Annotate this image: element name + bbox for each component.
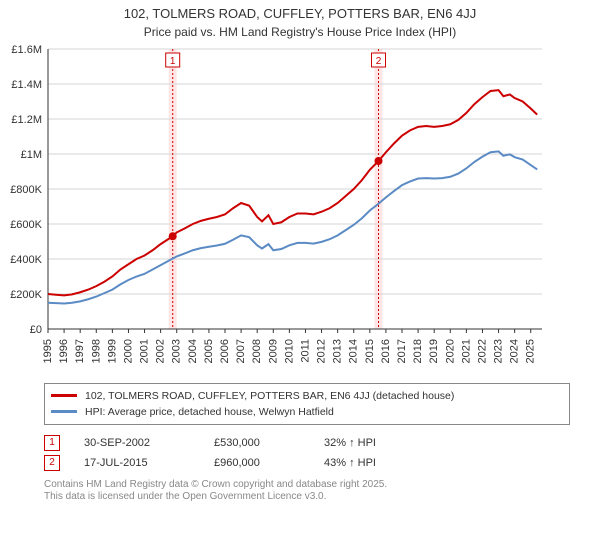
annotation-table: 1 30-SEP-2002£530,00032% ↑ HPI 2 17-JUL-201… <box>44 433 570 473</box>
x-tick-label: 2013 <box>332 339 344 363</box>
x-tick-label: 2011 <box>299 339 311 363</box>
annotation-marker: 2 <box>44 455 60 471</box>
annotation-point <box>375 157 383 165</box>
x-tick-label: 2010 <box>283 339 295 363</box>
x-tick-label: 2024 <box>509 339 521 363</box>
annotation-date: 30-SEP-2002 <box>84 437 214 449</box>
x-tick-label: 2025 <box>525 339 537 363</box>
legend: 102, TOLMERS ROAD, CUFFLEY, POTTERS BAR,… <box>44 383 570 425</box>
y-tick-label: £200K <box>10 289 42 301</box>
legend-label: 102, TOLMERS ROAD, CUFFLEY, POTTERS BAR,… <box>85 390 454 402</box>
x-tick-label: 2000 <box>122 339 134 363</box>
x-tick-label: 1996 <box>58 339 70 363</box>
x-tick-label: 2008 <box>251 339 263 363</box>
annotation-row: 1 30-SEP-2002£530,00032% ↑ HPI <box>44 433 570 453</box>
annotation-marker-label: 2 <box>376 56 382 67</box>
series-price_paid <box>48 90 537 295</box>
x-tick-label: 1999 <box>106 339 118 363</box>
attribution-footer: Contains HM Land Registry data © Crown c… <box>44 479 570 504</box>
x-tick-label: 2002 <box>155 339 167 363</box>
x-tick-label: 1998 <box>90 339 102 363</box>
x-tick-label: 2022 <box>476 339 488 363</box>
annotation-marker: 1 <box>44 435 60 451</box>
y-tick-label: £0 <box>30 324 42 336</box>
y-tick-label: £1M <box>21 149 42 161</box>
y-tick-label: £600K <box>10 219 42 231</box>
x-tick-label: 2003 <box>171 339 183 363</box>
legend-item: HPI: Average price, detached house, Welw… <box>51 404 563 420</box>
x-tick-label: 1997 <box>74 339 86 363</box>
x-tick-label: 2023 <box>493 339 505 363</box>
x-tick-label: 2019 <box>428 339 440 363</box>
x-tick-label: 2014 <box>348 339 360 363</box>
x-tick-label: 2009 <box>267 339 279 363</box>
footer-line: Contains HM Land Registry data © Crown c… <box>44 479 570 492</box>
annotation-hpi-delta: 43% ↑ HPI <box>324 457 376 469</box>
x-tick-label: 2020 <box>444 339 456 363</box>
y-tick-label: £1.6M <box>11 44 42 56</box>
x-tick-label: 2016 <box>380 339 392 363</box>
y-tick-label: £800K <box>10 184 42 196</box>
annotation-price: £530,000 <box>214 437 324 449</box>
x-tick-label: 2007 <box>235 339 247 363</box>
legend-item: 102, TOLMERS ROAD, CUFFLEY, POTTERS BAR,… <box>51 388 563 404</box>
annotation-marker-label: 1 <box>170 56 176 67</box>
x-tick-label: 2006 <box>219 339 231 363</box>
legend-label: HPI: Average price, detached house, Welw… <box>85 406 334 418</box>
x-tick-label: 2018 <box>412 339 424 363</box>
annotation-row: 2 17-JUL-2015£960,00043% ↑ HPI <box>44 453 570 473</box>
x-tick-label: 2017 <box>396 339 408 363</box>
annotation-price: £960,000 <box>214 457 324 469</box>
footer-line: This data is licensed under the Open Gov… <box>44 491 570 504</box>
x-tick-label: 2015 <box>364 339 376 363</box>
series-hpi <box>48 151 537 303</box>
y-tick-label: £1.4M <box>11 79 42 91</box>
line-chart: £0 £200K £400K £600K £800K £1M £1.2M £1.4M £1.6M… <box>0 39 560 379</box>
legend-swatch <box>51 394 77 397</box>
annotation-date: 17-JUL-2015 <box>84 457 214 469</box>
x-tick-label: 2012 <box>316 339 328 363</box>
y-tick-label: £1.2M <box>11 114 42 126</box>
x-tick-label: 2021 <box>460 339 472 363</box>
annotation-point <box>169 232 177 240</box>
x-tick-label: 2004 <box>187 339 199 363</box>
y-tick-label: £400K <box>10 254 42 266</box>
chart-title: 102, TOLMERS ROAD, CUFFLEY, POTTERS BAR,… <box>0 0 600 23</box>
x-tick-label: 2005 <box>203 339 215 363</box>
legend-swatch <box>51 410 77 413</box>
chart-subtitle: Price paid vs. HM Land Registry's House … <box>0 23 600 39</box>
annotation-hpi-delta: 32% ↑ HPI <box>324 437 376 449</box>
x-tick-label: 2001 <box>139 339 151 363</box>
x-tick-label: 1995 <box>42 339 54 363</box>
